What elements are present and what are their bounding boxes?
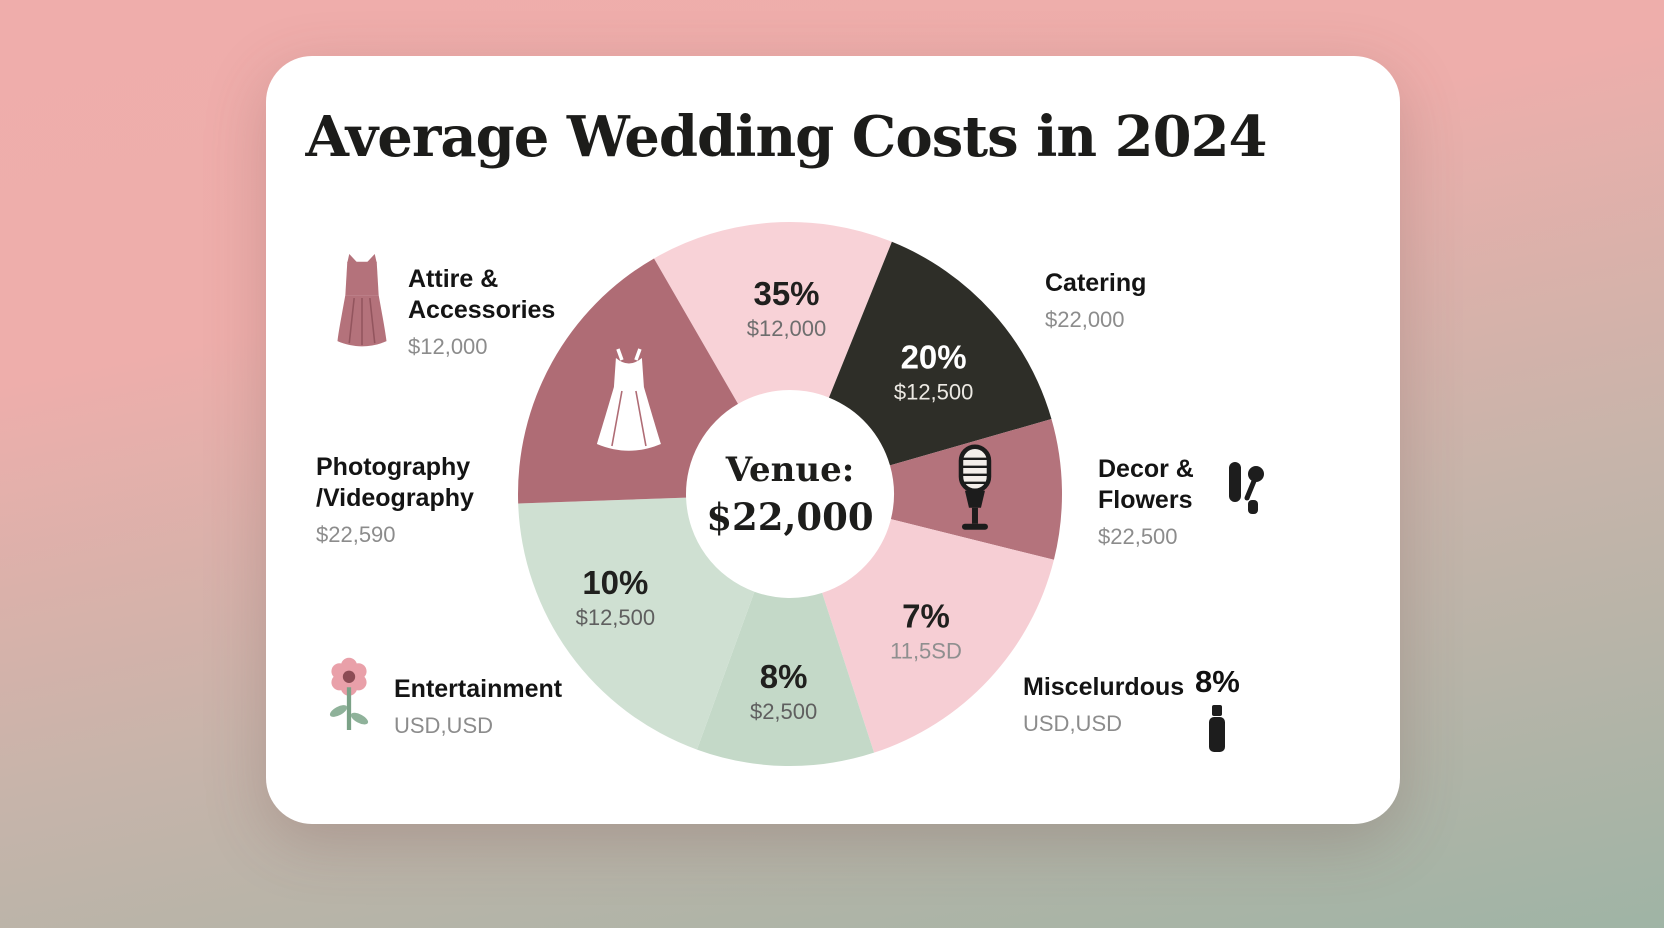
- legend-item-attire: Attire & Accessories $12,000: [332, 252, 555, 360]
- legend-label-line: Photography: [316, 453, 471, 481]
- legend-item-entertainment: Entertainment USD,USD: [320, 654, 562, 749]
- legend-label-line: Catering: [1045, 269, 1147, 297]
- attire-dress-icon: [332, 252, 392, 350]
- donut-chart: 35% $12,000 20% $12,500 7% 11,5SD 8% $2,500 10% $…: [518, 222, 1062, 766]
- legend-label-line: /Videography: [316, 484, 474, 512]
- misc-icon: [1204, 704, 1230, 754]
- legend-value: $22,590: [316, 522, 396, 547]
- legend-value: $22,000: [1045, 307, 1125, 332]
- misc-percent-badge: 8%: [1195, 664, 1240, 699]
- legend-label: Miscelurdous: [1023, 672, 1184, 703]
- legend-value: USD,USD: [394, 713, 494, 738]
- flower-icon: [320, 654, 378, 749]
- legend-item-photography: Photography /Videography $22,590: [316, 452, 474, 548]
- legend-label: Attire & Accessories: [408, 264, 555, 326]
- legend-label: Decor & Flowers: [1098, 454, 1194, 516]
- legend-item-catering: Catering $22,000: [1045, 268, 1146, 333]
- legend-label-line: Attire &: [408, 265, 499, 293]
- legend-label-line: Miscelurdous: [1023, 673, 1185, 701]
- legend-value: $12,000: [408, 334, 488, 359]
- legend-label-line: Entertainment: [394, 675, 563, 703]
- page-title: Average Wedding Costs in 2024: [305, 104, 1267, 170]
- legend-label: Photography /Videography: [316, 452, 474, 514]
- decor-icon: [1224, 458, 1268, 520]
- pie-slice-green-bottom: [696, 591, 875, 766]
- legend-label: Entertainment: [394, 674, 562, 705]
- legend-item-miscellaneous: Miscelurdous USD,USD: [1023, 672, 1184, 737]
- legend-label: Catering: [1045, 268, 1146, 299]
- slice-percent-dark: 20%: [901, 339, 967, 376]
- legend-value: $22,500: [1098, 524, 1178, 549]
- legend-label-line: Flowers: [1098, 486, 1193, 514]
- pie-slice-green-left: [518, 497, 755, 750]
- legend-label-line: Accessories: [408, 296, 556, 324]
- slice-value-dark: $12,500: [894, 380, 974, 405]
- slice-percent-pink-lower: 7%: [902, 597, 950, 634]
- pie-slice-top-pink: [654, 222, 892, 404]
- slice-percent-top-pink: 35%: [753, 275, 819, 312]
- infographic-card: Average Wedding Costs in 2024: [266, 56, 1400, 824]
- slice-percent-green-left: 10%: [582, 564, 648, 601]
- slice-value-top-pink: $12,000: [747, 316, 827, 341]
- slice-percent-green-bottom: 8%: [760, 658, 808, 695]
- legend-item-decor-flowers: Decor & Flowers $22,500: [1098, 454, 1268, 550]
- slice-value-pink-lower: 11,5SD: [890, 638, 962, 663]
- slice-value-green-bottom: $2,500: [750, 699, 817, 724]
- legend-value: USD,USD: [1023, 711, 1123, 736]
- slice-value-green-left: $12,500: [576, 605, 656, 630]
- pie-slice-dark: [828, 241, 1052, 466]
- legend-label-line: Decor &: [1098, 455, 1194, 483]
- pie-slice-pink-lower: [822, 519, 1054, 753]
